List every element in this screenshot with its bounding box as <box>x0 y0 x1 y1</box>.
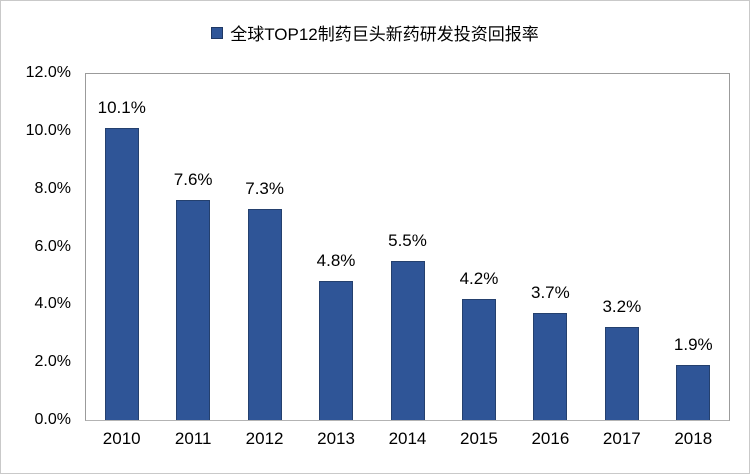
x-tick-label: 2013 <box>317 429 355 448</box>
bar-2015 <box>461 299 496 420</box>
bar-2017 <box>604 327 639 420</box>
x-tick-label: 2011 <box>174 429 212 448</box>
x-tick-label: 2014 <box>388 429 427 448</box>
x-axis: 2010 2011 2012 2013 2014 2015 2016 2017 2018 <box>86 429 729 455</box>
x-tick-label: 2012 <box>245 429 284 448</box>
y-tick-label: 0.0% <box>34 411 71 428</box>
legend-label: 全球TOP12制药巨头新药研发投资回报率 <box>230 25 539 44</box>
bar-2012 <box>247 209 282 420</box>
bar-2013 <box>319 281 354 420</box>
x-tick-label: 2018 <box>674 429 713 448</box>
y-tick-label: 6.0% <box>34 237 71 255</box>
chart-legend: 全球TOP12制药巨头新药研发投资回报率 <box>1 20 749 45</box>
x-tick-label: 2017 <box>602 429 641 448</box>
y-tick-label: 2.0% <box>34 353 71 371</box>
y-tick-label: 10.0% <box>25 121 71 139</box>
y-tick-label: 8.0% <box>34 179 71 197</box>
y-axis: 0.0% 2.0% 4.0% 6.0% 8.0% 10.0% 12.0% <box>1 64 71 428</box>
x-tick-label: 2016 <box>531 429 570 448</box>
x-tick-label: 2010 <box>102 429 141 448</box>
x-tick-label: 2015 <box>460 429 498 448</box>
bar-2016 <box>533 313 568 420</box>
y-tick-label: 4.0% <box>34 295 71 313</box>
bars-layer: 10.1% 7.6% 7.3% 4.8% 5.5% 4.2% 3.7% 3.2% 1.9% <box>86 73 729 420</box>
y-tick-label: 12.0% <box>25 64 71 81</box>
bar-2010 <box>104 128 139 420</box>
bar-value-label: 7.3% <box>245 179 284 198</box>
bar-value-label: 7.6% <box>173 170 213 189</box>
bar-value-label: 3.7% <box>531 283 570 302</box>
bar-value-label: 4.2% <box>459 269 499 288</box>
bar-value-label: 1.9% <box>673 335 713 354</box>
bar-value-label: 3.2% <box>602 297 642 316</box>
bar-value-label: 10.1% <box>97 98 146 117</box>
bar-value-label: 4.8% <box>316 251 356 270</box>
bar-2011 <box>176 200 211 420</box>
bar-value-label: 5.5% <box>388 231 427 250</box>
bar-2018 <box>676 365 711 420</box>
bar-2014 <box>390 261 425 420</box>
legend-square-icon <box>211 26 224 39</box>
